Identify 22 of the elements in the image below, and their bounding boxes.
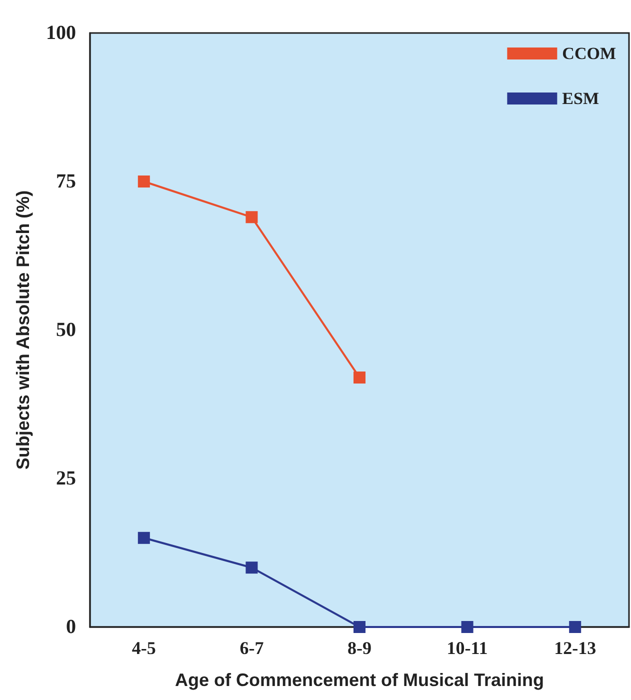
legend-label: ESM [562, 89, 600, 108]
x-tick-label: 10-11 [446, 638, 488, 658]
point [569, 621, 582, 633]
y-tick-label: 50 [56, 319, 76, 341]
x-axis-title: Age of Commencement of Musical Training [174, 670, 544, 690]
y-tick-label: 100 [46, 22, 76, 44]
y-tick-label: 25 [56, 468, 76, 490]
x-tick-label: 6-7 [240, 638, 264, 658]
x-tick-label: 12-13 [554, 638, 596, 658]
x-tick-label: 4-5 [132, 638, 156, 658]
y-axis-title: Subjects with Absolute Pitch (%) [13, 190, 33, 470]
point [354, 372, 366, 384]
point [246, 211, 258, 224]
y-tick-label: 75 [56, 170, 76, 192]
y-tick-label: 0 [66, 616, 76, 638]
point [354, 621, 366, 633]
point [246, 562, 258, 574]
x-tick-label: 8-9 [348, 638, 372, 658]
legend-label: CCOM [562, 44, 616, 63]
point [138, 532, 150, 544]
point [138, 176, 150, 188]
point [461, 621, 474, 633]
